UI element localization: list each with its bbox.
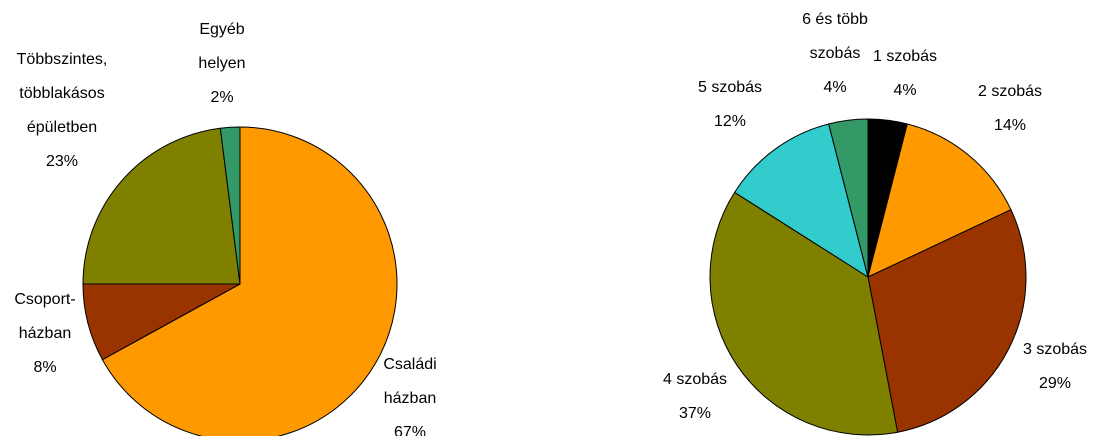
- slice-label: 3 szobás: [1023, 341, 1087, 358]
- slice-value-label: 37%: [679, 405, 711, 422]
- slice-value-label: 29%: [1039, 375, 1071, 392]
- slice-label: Többszintes,: [17, 51, 108, 68]
- pie-slice: [828, 118, 869, 278]
- slice-label: 2 szobás: [978, 83, 1042, 100]
- pie-slice: [867, 123, 1012, 278]
- slice-label: helyen: [198, 55, 245, 72]
- slice-label: házban: [19, 325, 72, 342]
- slice-label: Családi: [383, 356, 436, 373]
- slice-label: Csoport-: [14, 291, 75, 308]
- pie-slice: [709, 191, 899, 436]
- pie-slice: [82, 127, 241, 285]
- slice-label: házban: [384, 390, 437, 407]
- slice-label: szobás: [810, 45, 861, 62]
- slice-label: 4 szobás: [663, 371, 727, 388]
- slice-label: épületben: [27, 119, 97, 136]
- pie-slice: [219, 126, 241, 285]
- slice-value-label: 8%: [33, 359, 56, 376]
- slice-value-label: 14%: [994, 117, 1026, 134]
- slice-label: 1 szobás: [873, 48, 937, 65]
- slice-value-label: 67%: [394, 424, 426, 436]
- slice-value-label: 12%: [714, 113, 746, 130]
- slice-value-label: 4%: [823, 79, 846, 96]
- slice-value-label: 4%: [893, 82, 916, 99]
- slice-value-label: 23%: [46, 153, 78, 170]
- slice-label: többlakásos: [19, 85, 104, 102]
- slice-label: 5 szobás: [698, 79, 762, 96]
- slice-label: Egyéb: [199, 21, 244, 38]
- slice-label: 6 és több: [802, 11, 868, 28]
- pie-slice: [101, 126, 398, 436]
- pie-slice: [733, 123, 869, 279]
- slice-value-label: 2%: [210, 89, 233, 106]
- pie-slice: [867, 209, 1027, 433]
